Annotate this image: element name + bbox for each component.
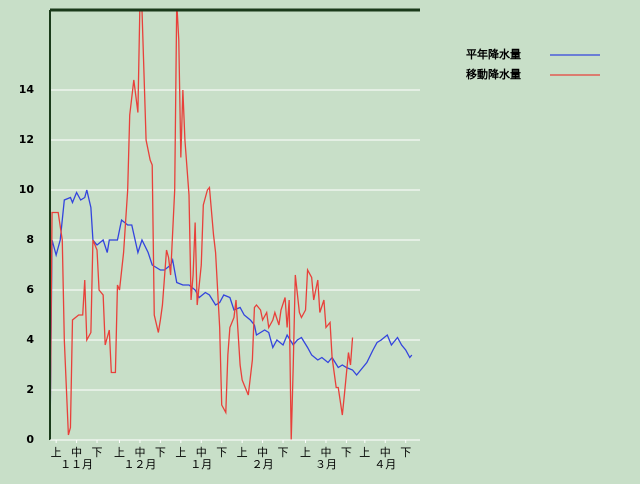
month-label: １１月 bbox=[60, 458, 93, 471]
legend-label: 移動降水量 bbox=[466, 67, 521, 81]
x-tick-label: 中 bbox=[196, 446, 207, 459]
month-label: １２月 bbox=[123, 458, 156, 471]
y-tick-label: 6 bbox=[26, 283, 34, 296]
x-tick-label: 中 bbox=[380, 446, 391, 459]
x-tick-label: 中 bbox=[134, 446, 145, 459]
y-tick-label: 4 bbox=[26, 333, 34, 346]
month-label: ３月 bbox=[315, 458, 337, 471]
y-tick-label: 10 bbox=[19, 183, 35, 196]
x-tick-label: 上 bbox=[114, 446, 125, 459]
legend-label: 平年降水量 bbox=[466, 47, 521, 61]
month-label: ２月 bbox=[252, 458, 274, 471]
y-tick-label: 12 bbox=[19, 133, 34, 146]
x-tick-label: 上 bbox=[51, 446, 62, 459]
plot-area bbox=[50, 10, 413, 441]
y-tick-label: 2 bbox=[26, 383, 34, 396]
x-tick-label: 下 bbox=[341, 446, 352, 459]
x-tick-label: 中 bbox=[257, 446, 268, 459]
month-label: １月 bbox=[190, 458, 212, 471]
x-tick-label: 中 bbox=[320, 446, 331, 459]
x-tick-label: 上 bbox=[300, 446, 311, 459]
month-label: ４月 bbox=[374, 458, 396, 471]
y-tick-label: 14 bbox=[19, 83, 35, 96]
series-line bbox=[50, 10, 354, 441]
x-tick-label: 下 bbox=[278, 446, 289, 459]
x-tick-label: 下 bbox=[155, 446, 166, 459]
labels: 02468101214上中下上中下上中下上中下上中下上中下１１月 １２月 １月 ２月 ３… bbox=[19, 47, 600, 471]
x-tick-label: 下 bbox=[92, 446, 103, 459]
y-tick-label: 8 bbox=[26, 233, 34, 246]
x-tick-label: 中 bbox=[71, 446, 82, 459]
x-tick-label: 上 bbox=[175, 446, 186, 459]
x-tick-label: 上 bbox=[237, 446, 248, 459]
x-tick-label: 下 bbox=[216, 446, 227, 459]
series-line bbox=[50, 189, 413, 441]
x-tick-label: 上 bbox=[359, 446, 370, 459]
y-tick-label: 0 bbox=[26, 433, 34, 446]
x-tick-label: 下 bbox=[400, 446, 411, 459]
